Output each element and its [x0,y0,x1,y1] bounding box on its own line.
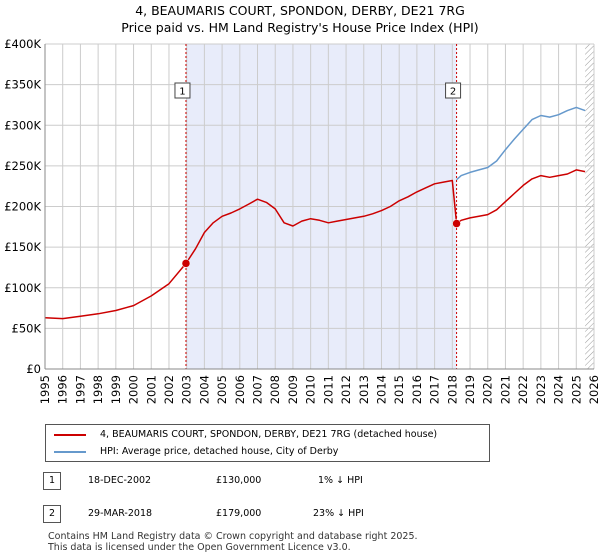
y-tick-label: £200K [4,200,41,214]
y-tick-label: £250K [4,159,41,173]
sale-label-box [445,82,462,99]
sale-number-badge: 2 [43,505,61,523]
legend-swatch-property [54,433,86,436]
x-tick-label: 1995 [38,375,52,404]
y-tick-label: £50K [12,321,42,335]
sale-hpi-diff: 1% ↓ HPI [318,475,363,486]
y-tick-label: £400K [4,37,41,51]
sale-hpi-diff: 23% ↓ HPI [313,508,364,519]
x-tick-label: 2015 [392,375,406,404]
x-tick-label: 2024 [552,375,566,404]
x-tick-label: 1999 [109,375,123,404]
x-tick-label: 2025 [569,375,583,404]
sale-label-box [174,82,191,99]
x-tick-label: 2022 [516,375,530,404]
y-tick-label: £350K [4,78,41,92]
sale-date: 29-MAR-2018 [88,508,153,519]
table-row: 2 29-MAR-2018 £179,000 23% ↓ HPI [40,505,600,523]
x-tick-label: 2003 [180,375,194,404]
x-tick-label: 1996 [56,375,70,404]
x-tick-label: 2002 [162,375,176,404]
property-price-line [44,169,586,320]
y-tick-label: £300K [4,118,41,132]
x-tick-label: 1998 [91,375,105,404]
footer: Contains HM Land Registry data © Crown c… [48,531,418,553]
x-tick-label: 2004 [197,375,211,404]
x-tick-label: 2012 [339,375,353,404]
x-tick-label: 2016 [410,375,424,404]
x-tick-label: 2008 [268,375,282,404]
x-tick-label: 2005 [215,375,229,404]
sale-number-badge: 1 [43,472,61,490]
y-tick-label: £100K [4,281,41,295]
legend-swatch-hpi [54,450,86,453]
x-tick-label: 2018 [445,375,459,404]
sale-label-number: 2 [450,87,456,98]
x-tick-label: 2019 [463,375,477,404]
x-tick-label: 2020 [481,375,495,404]
x-tick-label: 2009 [286,375,300,404]
footer-copyright: Contains HM Land Registry data © Crown c… [48,531,418,542]
x-tick-label: 2014 [374,375,388,404]
table-row: 1 18-DEC-2002 £130,000 1% ↓ HPI [40,472,600,490]
y-tick-label: £0 [26,362,41,376]
sale-price: £130,000 [216,475,262,486]
hpi-line [456,106,586,181]
legend: 4, BEAUMARIS COURT, SPONDON, DERBY, DE21… [45,424,490,462]
x-tick-label: 2026 [587,375,600,404]
x-tick-label: 2007 [251,375,265,404]
chart-title: 4, BEAUMARIS COURT, SPONDON, DERBY, DE21… [0,2,600,36]
x-tick-label: 2023 [534,375,548,404]
x-tick-label: 2011 [321,375,335,404]
sale-point [452,219,461,228]
sale-label-number: 1 [179,87,185,98]
legend-item-property: 4, BEAUMARIS COURT, SPONDON, DERBY, DE21… [54,427,437,443]
x-tick-label: 2013 [357,375,371,404]
y-tick-label: £150K [4,240,41,254]
x-tick-label: 1997 [73,375,87,404]
footer-licence: This data is licensed under the Open Gov… [48,542,351,553]
sale-point [181,259,191,268]
x-tick-label: 2017 [428,375,442,404]
x-tick-label: 2006 [233,375,247,404]
sale-price: £179,000 [216,508,262,519]
x-tick-label: 2010 [304,375,318,404]
price-chart: £0 £50K £100K £150K £200K £250K £300K £350K £400… [4,37,600,404]
x-tick-label: 2001 [144,375,158,404]
title-line-2: Price paid vs. HM Land Registry's House … [121,20,479,35]
legend-label-property: 4, BEAUMARIS COURT, SPONDON, DERBY, DE21… [100,429,438,440]
x-tick-label: 2000 [127,375,141,404]
legend-label-hpi: HPI: Average price, detached house, City… [100,446,339,457]
title-line-1: 4, BEAUMARIS COURT, SPONDON, DERBY, DE21… [135,3,465,18]
x-tick-label: 2021 [498,375,512,404]
sale-date: 18-DEC-2002 [88,475,152,486]
legend-item-hpi: HPI: Average price, detached house, City… [54,444,338,460]
